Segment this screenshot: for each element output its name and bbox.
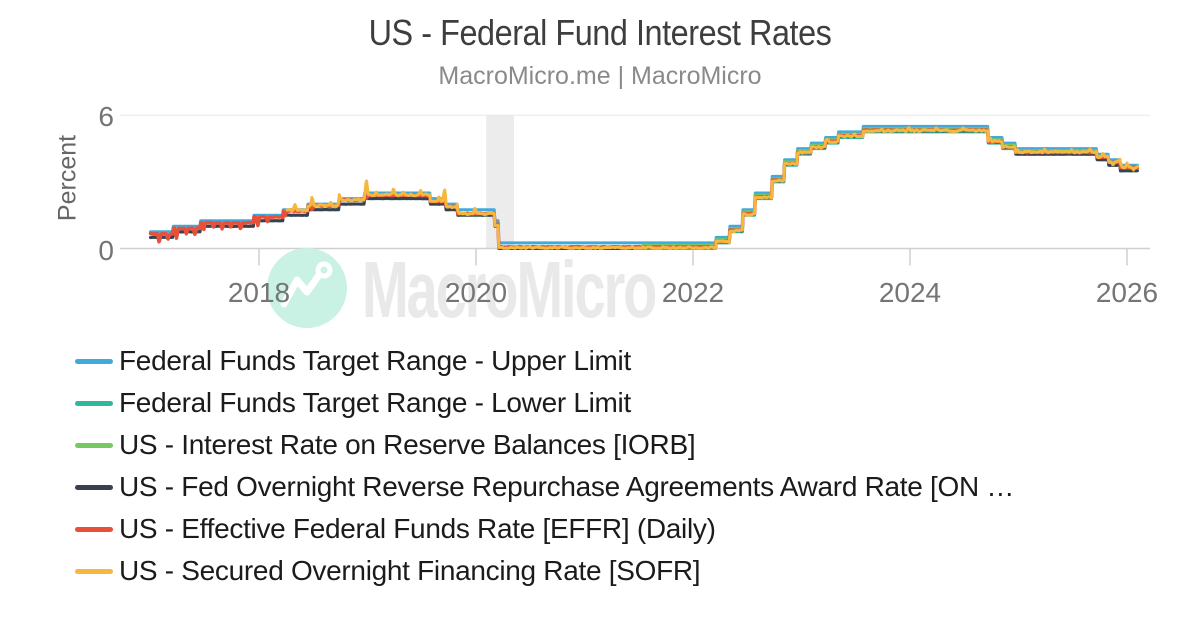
legend-label-iorb: US - Interest Rate on Reserve Balances [… bbox=[119, 429, 696, 460]
y-axis-title: Percent bbox=[53, 134, 82, 222]
recession-band bbox=[486, 115, 514, 249]
watermark-text: MacroMicro bbox=[362, 245, 657, 334]
x-tick-label: 2022 bbox=[661, 277, 725, 308]
legend-label-onrrp: US - Fed Overnight Reverse Repurchase Ag… bbox=[119, 471, 1015, 502]
x-tick-label: 2020 bbox=[444, 277, 508, 308]
chart-subtitle: MacroMicro.me | MacroMicro bbox=[438, 62, 762, 90]
legend-item-iorb[interactable]: US - Interest Rate on Reserve Balances [… bbox=[75, 424, 1014, 466]
y-tick-label: 6 bbox=[98, 101, 114, 133]
legend-swatch-sofr bbox=[75, 568, 113, 574]
x-tick-label: 2024 bbox=[878, 277, 942, 308]
page-title: US - Federal Fund Interest Rates bbox=[368, 12, 832, 53]
x-tick-label: 2018 bbox=[227, 277, 291, 308]
legend-item-upper[interactable]: Federal Funds Target Range - Upper Limit bbox=[75, 340, 1014, 382]
series-line bbox=[149, 130, 1139, 250]
legend-swatch-lower bbox=[75, 400, 113, 406]
series-line bbox=[641, 127, 1139, 247]
series-line bbox=[149, 129, 1139, 250]
legend-swatch-onrrp bbox=[75, 484, 113, 490]
legend-item-lower[interactable]: Federal Funds Target Range - Lower Limit bbox=[75, 382, 1014, 424]
chart-svg bbox=[120, 114, 1150, 266]
series-line bbox=[285, 126, 1139, 250]
series-line bbox=[148, 128, 1140, 250]
y-tick-label: 0 bbox=[98, 234, 114, 266]
legend: Federal Funds Target Range - Upper Limit… bbox=[75, 340, 1014, 592]
legend-swatch-effr bbox=[75, 526, 113, 532]
x-tick-label: 2026 bbox=[1095, 277, 1159, 308]
legend-label-lower: Federal Funds Target Range - Lower Limit bbox=[119, 387, 631, 418]
legend-item-effr[interactable]: US - Effective Federal Funds Rate [EFFR]… bbox=[75, 508, 1014, 550]
legend-label-upper: Federal Funds Target Range - Upper Limit bbox=[119, 345, 631, 376]
legend-label-sofr: US - Secured Overnight Financing Rate [S… bbox=[119, 555, 701, 586]
legend-item-sofr[interactable]: US - Secured Overnight Financing Rate [S… bbox=[75, 550, 1014, 592]
legend-swatch-upper bbox=[75, 358, 113, 364]
legend-swatch-iorb bbox=[75, 442, 113, 448]
macromicro-logo-icon bbox=[267, 248, 347, 328]
legend-label-effr: US - Effective Federal Funds Rate [EFFR]… bbox=[119, 513, 716, 544]
legend-item-onrrp[interactable]: US - Fed Overnight Reverse Repurchase Ag… bbox=[75, 466, 1014, 508]
